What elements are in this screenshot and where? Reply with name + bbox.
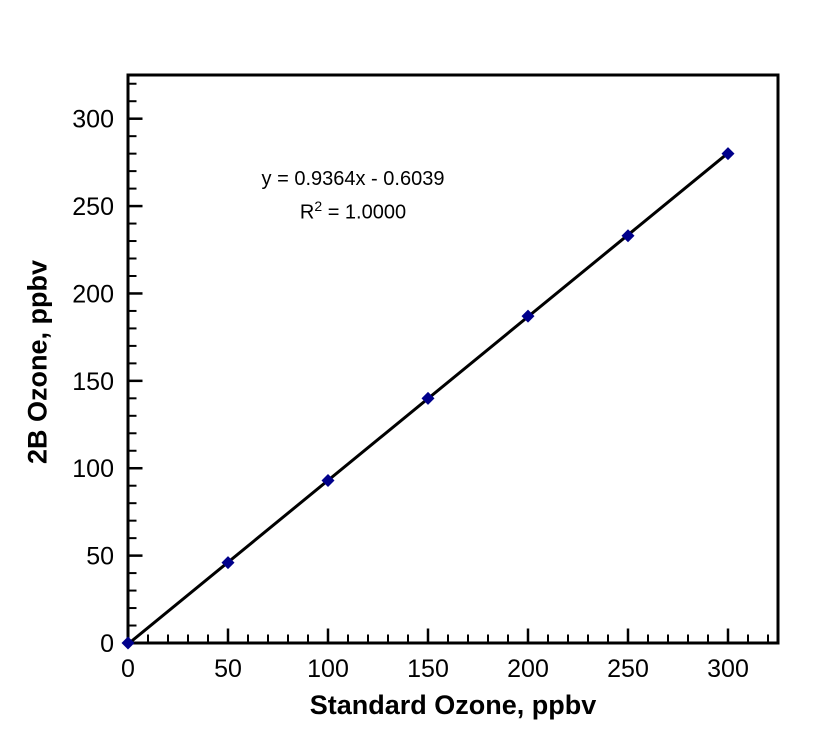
x-axis-title: Standard Ozone, ppbv <box>309 690 597 720</box>
trendline-equation-text: y = 0.9364x - 0.6039 <box>261 168 445 190</box>
y-tick-label: 100 <box>72 455 114 483</box>
r-squared-text: R2 = 1.0000 <box>262 193 445 227</box>
trendline-annotation: y = 0.9364x - 0.6039 R2 = 1.0000 <box>262 166 445 227</box>
data-point-marker <box>121 636 135 650</box>
data-point-marker <box>521 309 535 323</box>
data-point-marker <box>721 147 735 161</box>
x-tick-label: 100 <box>307 655 349 683</box>
y-tick-label: 300 <box>72 106 114 134</box>
x-tick-label: 300 <box>707 655 749 683</box>
data-point-marker <box>421 391 435 405</box>
x-tick-label: 250 <box>607 655 649 683</box>
r-squared-value: = 1.0000 <box>322 201 407 224</box>
x-tick-label: 50 <box>214 655 242 683</box>
y-axis-title: 2B Ozone, ppbv <box>22 259 53 465</box>
data-point-marker <box>221 556 235 570</box>
x-tick-label: 0 <box>121 655 135 683</box>
data-point-marker <box>621 229 635 243</box>
y-tick-label: 200 <box>72 280 114 308</box>
r-squared-base: R <box>299 201 315 224</box>
r-squared-superscript: 2 <box>314 198 323 214</box>
x-tick-label: 150 <box>407 655 449 683</box>
y-tick-label: 150 <box>72 368 114 396</box>
y-tick-label: 0 <box>100 630 114 658</box>
x-tick-label: 200 <box>507 655 549 683</box>
data-point-marker <box>321 473 335 487</box>
y-tick-label: 250 <box>72 193 114 221</box>
y-tick-label: 50 <box>86 543 114 571</box>
plot-border <box>126 73 780 645</box>
